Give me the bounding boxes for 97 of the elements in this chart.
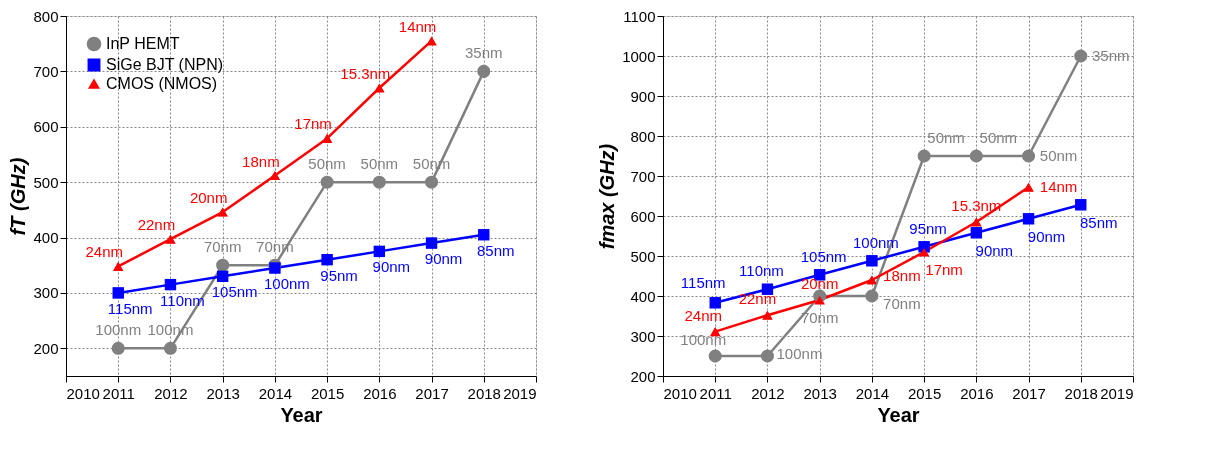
annotation: 90nm — [372, 258, 411, 276]
y-axis-title: fmax (GHz) — [596, 143, 619, 250]
point — [165, 234, 176, 244]
annotation: 90nm — [424, 250, 463, 268]
legend-label: SiGe BJT (NPN) — [106, 56, 224, 73]
x-tick-label: 2016 — [960, 384, 994, 402]
y-axis-title: fT (GHz) — [7, 157, 30, 236]
x-tick-label: 2017 — [1012, 384, 1046, 402]
point — [762, 310, 773, 320]
annotation: 22nm — [137, 216, 176, 234]
x-tick-label: 2014 — [855, 384, 890, 402]
y-tick-label: 500 — [33, 173, 59, 191]
x-tick-label: 2016 — [363, 384, 397, 402]
annotation: 105nm — [211, 283, 258, 301]
annotation: 14nm — [398, 17, 437, 35]
point — [426, 36, 437, 46]
point — [1023, 182, 1034, 192]
annotation: 100nm — [95, 321, 142, 339]
annotation: 115nm — [107, 299, 153, 317]
y-tick-label: 1000 — [622, 47, 656, 65]
annotation: 100nm — [852, 233, 899, 251]
annotation: 20nm — [189, 189, 228, 207]
annotation: 15.3nm — [951, 197, 1002, 214]
annotation: 100nm — [680, 331, 727, 348]
x-tick-label: 2010 — [66, 384, 100, 402]
y-tick-label: 400 — [33, 229, 59, 247]
annotation: 50nm — [360, 155, 399, 173]
point — [866, 255, 878, 267]
x-tick-label: 2012 — [154, 384, 188, 402]
annotation: 17nm — [925, 261, 963, 278]
x-axis-title: Year — [280, 403, 323, 426]
annotation: 14nm — [1039, 178, 1078, 196]
annotation: 90nm — [1027, 227, 1066, 245]
legend-label: InP HEMT — [106, 35, 180, 52]
annotation: 20nm — [800, 275, 839, 292]
annotation: 50nm — [1039, 147, 1078, 164]
x-tick-label: 2011 — [102, 384, 135, 402]
annotation: 105nm — [800, 247, 847, 265]
x-tick-label: 2014 — [258, 384, 293, 402]
annotation: 15.3nm — [340, 65, 391, 82]
annotation: 95nm — [320, 266, 358, 284]
y-tick-label: 900 — [630, 87, 656, 105]
annotation: 110nm — [739, 262, 784, 280]
x-tick-label: 2015 — [907, 384, 942, 402]
y-tick-label: 700 — [33, 62, 59, 80]
y-tick-label: 500 — [630, 247, 656, 265]
point — [918, 241, 930, 253]
y-tick-label: 400 — [630, 287, 656, 305]
x-tick-label: 2017 — [415, 384, 449, 402]
x-tick-label: 2010 — [663, 384, 697, 402]
x-tick-label: 2018 — [467, 384, 501, 402]
annotation: 22nm — [738, 290, 777, 308]
y-tick-label: 800 — [33, 7, 59, 25]
annotation: 115nm — [680, 273, 726, 291]
y-tick-label: 200 — [33, 339, 59, 357]
annotation: 70nm — [203, 238, 242, 256]
annotation: 18nm — [883, 267, 921, 284]
annotation: 85nm — [1080, 213, 1118, 231]
y-tick-label: 200 — [630, 367, 656, 385]
y-tick-label: 600 — [33, 118, 59, 136]
x-tick-label: 2012 — [751, 384, 785, 402]
annotation: 50nm — [979, 129, 1018, 146]
y-tick-label: 800 — [630, 127, 656, 145]
annotation: 85nm — [477, 241, 515, 259]
legend-label: CMOS (NMOS) — [106, 75, 218, 92]
x-tick-label: 2015 — [310, 384, 345, 402]
annotation: 18nm — [242, 152, 280, 170]
point — [112, 261, 124, 271]
x-tick-label: 2011 — [699, 384, 732, 402]
annotation: 70nm — [883, 295, 921, 312]
annotation: 24nm — [684, 306, 722, 324]
x-tick-label: 2013 — [206, 384, 240, 402]
annotation: 90nm — [975, 241, 1014, 259]
y-tick-label: 300 — [33, 284, 59, 302]
x-tick-label: 2019 — [1100, 384, 1134, 402]
annotation: 50nm — [927, 129, 965, 146]
annotation: 100nm — [776, 345, 823, 362]
annotation: 110nm — [160, 291, 205, 309]
point — [374, 83, 385, 93]
x-tick-label: 2018 — [1064, 384, 1098, 402]
x-axis-title: Year — [877, 403, 920, 426]
annotation: 24nm — [85, 243, 123, 261]
point — [971, 217, 982, 227]
annotation: 35nm — [1092, 47, 1130, 64]
annotation: 35nm — [465, 44, 503, 62]
annotation: 50nm — [308, 155, 346, 173]
point — [217, 207, 228, 217]
y-tick-label: 600 — [630, 207, 656, 225]
annotation: 100nm — [263, 275, 310, 292]
x-tick-label: 2019 — [503, 384, 537, 402]
annotation: 95nm — [909, 219, 947, 237]
x-tick-label: 2013 — [803, 384, 837, 402]
annotation: 70nm — [800, 309, 839, 326]
y-tick-label: 1100 — [623, 7, 656, 25]
y-tick-label: 300 — [630, 327, 656, 345]
y-tick-label: 700 — [630, 167, 656, 185]
annotation: 17nm — [294, 115, 332, 133]
